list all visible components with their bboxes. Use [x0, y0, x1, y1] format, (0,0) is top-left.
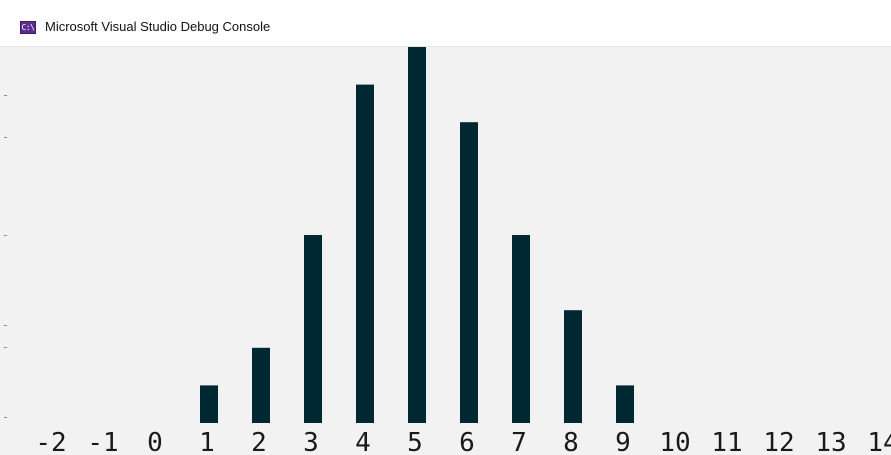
edge-mark [4, 325, 7, 326]
x-tick-label: 9 [615, 428, 631, 455]
bar-5 [408, 47, 426, 423]
bar-4 [356, 84, 374, 423]
title-bar[interactable]: C:\ Microsoft Visual Studio Debug Consol… [0, 0, 891, 47]
x-tick-label: 0 [147, 428, 163, 455]
x-tick-label: 11 [711, 428, 742, 455]
edge-mark [4, 95, 7, 96]
console-output[interactable]: -2 -1 0 1 2 3 4 5 6 7 8 9 10 11 12 13 14 [0, 47, 891, 455]
x-tick-label: 1 [199, 428, 215, 455]
window-title: Microsoft Visual Studio Debug Console [45, 19, 271, 34]
x-tick-label: 6 [459, 428, 475, 455]
bar-9 [616, 385, 634, 423]
x-tick-label: 10 [659, 428, 690, 455]
x-tick-label: 4 [355, 428, 371, 455]
x-tick-label: 7 [511, 428, 527, 455]
x-tick-label: 14 [867, 428, 891, 455]
edge-mark [4, 235, 7, 236]
x-tick-label: -2 [35, 428, 66, 455]
edge-mark [4, 137, 7, 138]
bar-7 [512, 235, 530, 423]
x-tick-label: 12 [763, 428, 794, 455]
bar-8 [564, 310, 582, 423]
left-edge-marks [0, 47, 8, 455]
x-tick-label: 5 [407, 428, 423, 455]
edge-mark [4, 347, 7, 348]
bar-1 [200, 385, 218, 423]
x-tick-label: 3 [303, 428, 319, 455]
x-tick-label: 8 [563, 428, 579, 455]
bar-3 [304, 235, 322, 423]
edge-mark [4, 417, 7, 418]
bar-6 [460, 122, 478, 423]
x-tick-label: 13 [815, 428, 846, 455]
histogram-chart: -2 -1 0 1 2 3 4 5 6 7 8 9 10 11 12 13 14 [35, 47, 891, 455]
bar-2 [252, 347, 270, 423]
x-tick-label: 2 [251, 428, 267, 455]
console-app-icon: C:\ [20, 21, 36, 34]
x-tick-label: -1 [87, 428, 118, 455]
